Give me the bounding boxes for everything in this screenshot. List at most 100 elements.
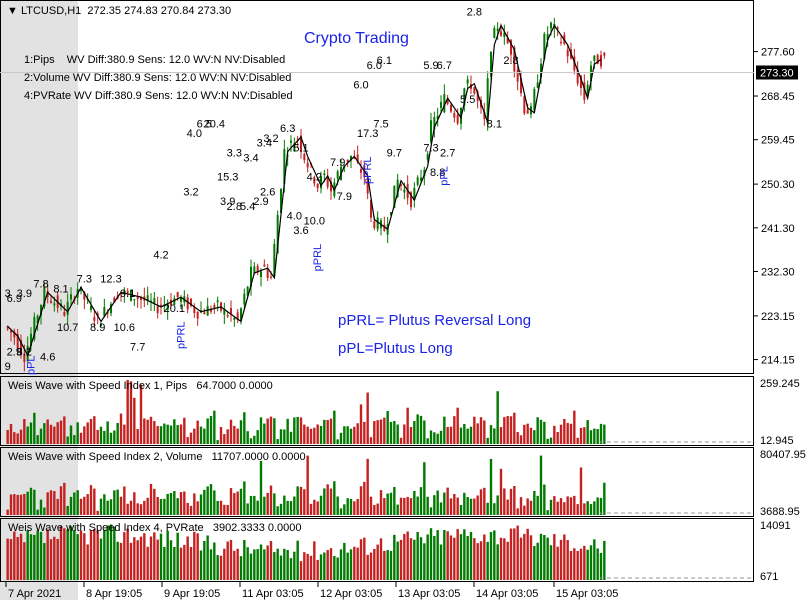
volume-bar	[173, 419, 176, 444]
volume-bar	[136, 503, 139, 515]
volume-title: Weis Wave with Speed Index 2, Volume	[8, 451, 203, 463]
candle-body	[516, 69, 519, 82]
volume-bar	[429, 430, 433, 444]
wave-label: 5.5	[400, 0, 415, 4]
volume-bar	[33, 489, 36, 515]
volume-bar	[363, 481, 366, 515]
candle-body	[496, 28, 499, 31]
candle-body	[53, 303, 56, 306]
candle-body	[140, 296, 142, 300]
volume-bar	[309, 555, 313, 580]
volume-bar	[499, 427, 503, 444]
candle-body	[500, 31, 502, 36]
candle-body	[293, 143, 296, 152]
volume-bar	[36, 435, 39, 444]
candle-body	[126, 290, 129, 293]
volume-bar	[126, 503, 129, 515]
volume-bar	[466, 535, 469, 580]
volume-bar	[29, 534, 33, 580]
volume-bar	[576, 437, 579, 444]
volume-bar	[439, 502, 443, 515]
volume-bar	[579, 427, 583, 444]
volume-bar	[413, 490, 416, 515]
volume-bar	[69, 526, 73, 580]
wave-label: 4.0	[287, 211, 302, 223]
volume-bar	[509, 488, 513, 515]
volume-bar	[193, 493, 196, 515]
price-tick-label: 268.45	[761, 91, 795, 103]
wave-label: 7.3	[77, 274, 92, 286]
volume-bar	[186, 437, 189, 444]
volume-bar	[326, 550, 329, 580]
volume-bar	[353, 426, 356, 444]
volume-bar	[163, 546, 166, 580]
volume-bar	[599, 552, 603, 580]
candle-body	[323, 173, 326, 176]
candle-body	[63, 311, 66, 316]
volume-bar	[376, 544, 379, 580]
candle-body	[226, 315, 229, 317]
price-tick-label: 214.15	[761, 355, 795, 367]
volume-bar	[423, 462, 426, 515]
candle-body	[146, 295, 149, 302]
volume-bar	[483, 420, 486, 444]
candle-body	[40, 305, 42, 316]
volume-bar	[269, 485, 273, 515]
volume-bar	[76, 534, 79, 580]
volume-bar	[196, 533, 199, 580]
volume-bar	[299, 486, 303, 515]
volume-bar	[436, 433, 439, 444]
wave-label: 4.6	[40, 351, 55, 363]
volume-bar	[193, 428, 196, 444]
volume-bar	[239, 420, 243, 444]
volume-bar	[546, 510, 549, 515]
wave-label: 2.8	[227, 201, 242, 213]
volume-bar	[413, 539, 416, 580]
volume-bar	[533, 490, 536, 515]
volume-bar	[539, 455, 543, 515]
volume-bar	[373, 548, 376, 580]
volume-bar	[133, 537, 136, 580]
volume-bar	[589, 545, 593, 580]
volume-bar	[553, 496, 556, 515]
signal-label: pPL	[25, 355, 37, 375]
volume-bar	[6, 429, 9, 444]
volume-bar	[353, 546, 356, 580]
volume-bar	[419, 487, 423, 515]
wave-label: 7.9	[330, 157, 345, 169]
volume-bar	[476, 495, 479, 515]
volume-bar	[523, 424, 526, 444]
candle-body	[213, 305, 216, 308]
wave-label: 10.7	[57, 322, 78, 334]
volume-bar	[166, 424, 169, 444]
candle-body	[160, 304, 162, 307]
volume-bar	[79, 432, 83, 444]
wave-label: 7.3	[423, 143, 438, 155]
volume-bar	[479, 489, 483, 515]
volume-bar	[266, 545, 269, 580]
volume-bar	[303, 552, 306, 580]
volume-bar	[96, 429, 99, 444]
volume-bar	[416, 531, 419, 580]
volume-bar	[419, 537, 423, 580]
volume-bar	[329, 488, 333, 515]
volume-bar	[283, 429, 286, 444]
volume-bar	[193, 531, 196, 580]
candle-body	[520, 78, 522, 94]
candle-body	[580, 75, 582, 88]
candle-body	[196, 311, 199, 319]
volume-bar	[29, 487, 33, 515]
candle-body	[266, 268, 269, 278]
candle-body	[510, 40, 512, 55]
candle-body	[473, 87, 476, 94]
volume-bar	[226, 429, 229, 444]
candle-body	[353, 157, 356, 159]
volume-bar	[169, 425, 173, 444]
volume-bar	[559, 424, 563, 444]
volume-bar	[569, 550, 573, 580]
wave-label: 7.9	[337, 191, 352, 203]
candle-body	[533, 89, 536, 111]
dropdown-arrow-icon[interactable]: ▼	[7, 5, 21, 17]
volume-bar	[26, 426, 29, 444]
volume-bar	[443, 416, 446, 444]
